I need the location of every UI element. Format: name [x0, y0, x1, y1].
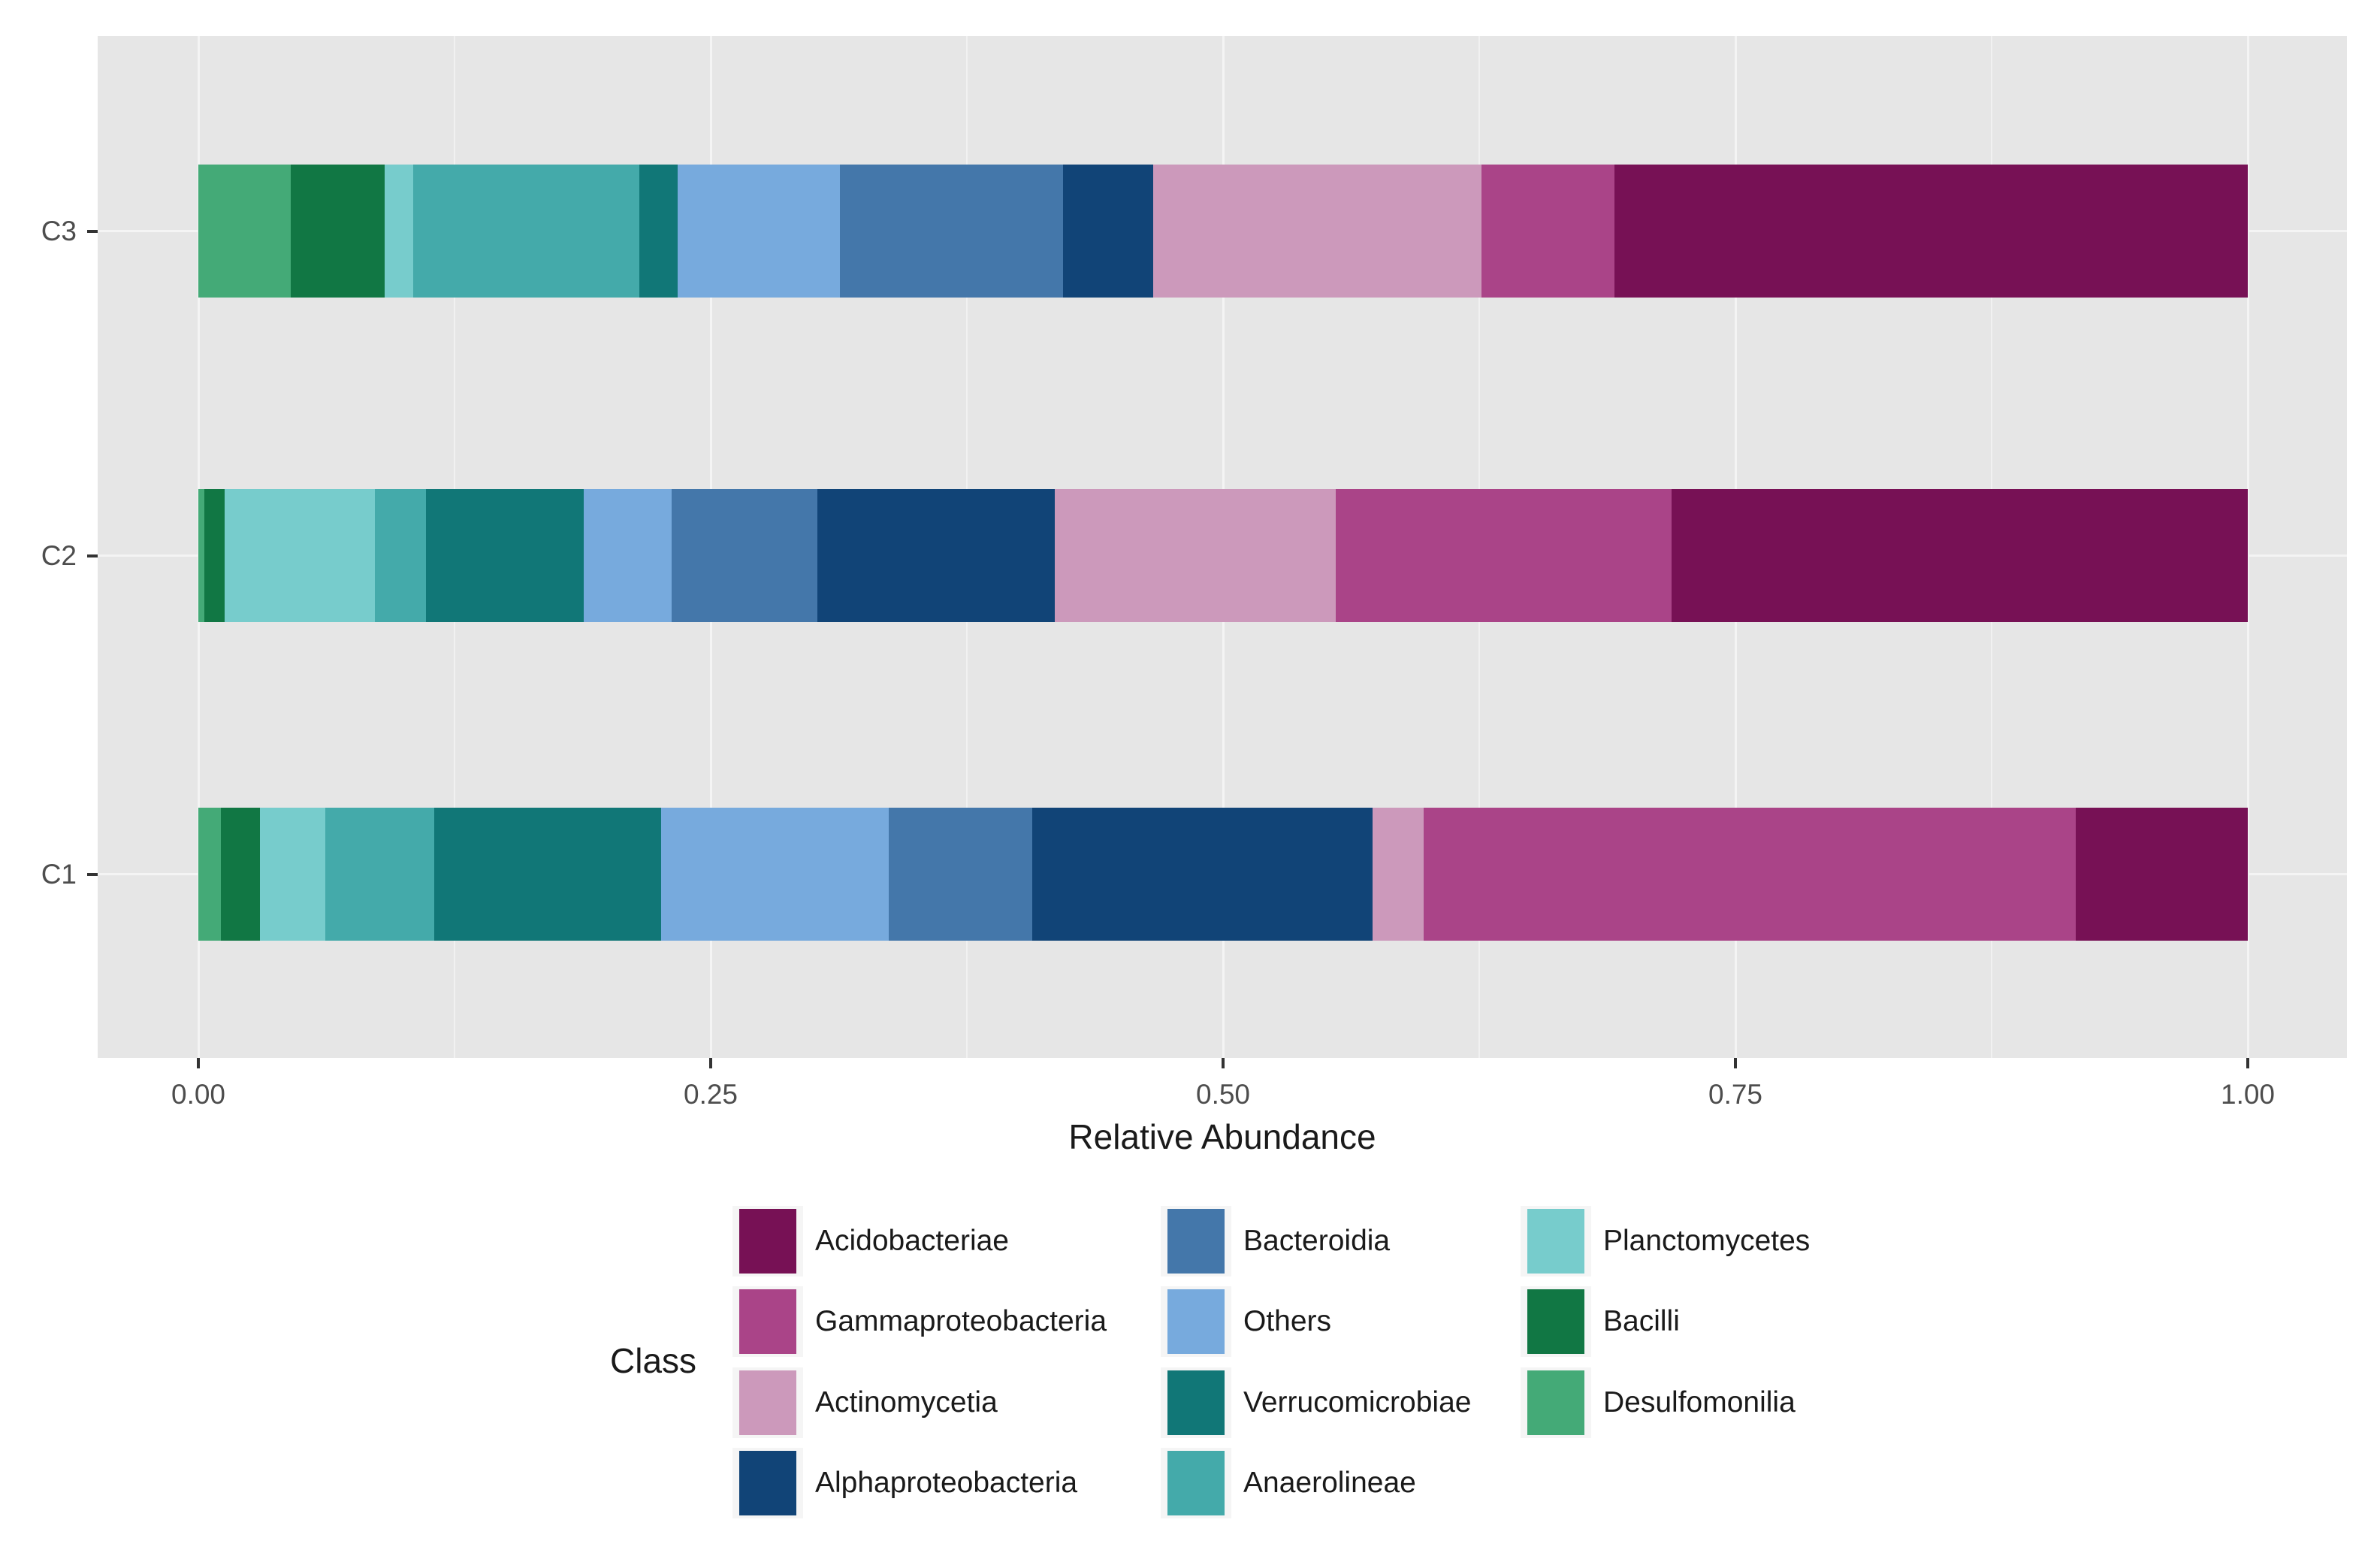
legend-swatch-alphaproteobacteria	[739, 1451, 796, 1515]
x-axis-title: Relative Abundance	[1068, 1117, 1376, 1156]
legend-label: Alphaproteobacteria	[815, 1467, 1078, 1499]
bar-segment-desulfomonilia	[198, 808, 221, 941]
bar-segment-anaerolineae	[325, 808, 434, 941]
legend-swatch-actinomycetia	[739, 1370, 796, 1435]
legend-swatch-verrucomicrobiae	[1167, 1370, 1225, 1435]
y-tick-label: C2	[41, 539, 77, 571]
y-tick-mark	[87, 229, 98, 233]
gridline-major	[2246, 36, 2249, 1058]
legend-key	[732, 1448, 803, 1518]
bar-segment-actinomycetia	[1373, 808, 1424, 941]
bar-segment-bacteroidia	[672, 489, 817, 622]
bar-segment-others	[583, 489, 672, 622]
x-tick-label: 0.00	[171, 1079, 226, 1110]
x-tick-label: 0.25	[683, 1079, 738, 1110]
legend-key	[732, 1367, 803, 1438]
bar-segment-anaerolineae	[413, 165, 639, 298]
x-tick-label: 1.00	[2220, 1079, 2276, 1110]
x-tick-label: 0.50	[1195, 1079, 1251, 1110]
bar-segment-planctomycetes	[225, 489, 375, 622]
bar-segment-alphaproteobacteria	[817, 489, 1056, 622]
legend-label: Planctomycetes	[1603, 1225, 1811, 1257]
legend-label: Others	[1243, 1305, 1332, 1337]
bar-segment-bacilli	[290, 165, 385, 298]
bar-segment-bacilli	[221, 808, 260, 941]
bar-row-c1	[198, 808, 2248, 941]
legend-swatch-anaerolineae	[1167, 1451, 1225, 1515]
bar-segment-acidobacteriae	[2075, 808, 2248, 941]
legend-title: Class	[610, 1341, 697, 1380]
x-tick-label: 0.75	[1708, 1079, 1763, 1110]
legend-key	[1161, 1206, 1231, 1277]
legend-key	[1521, 1206, 1591, 1277]
legend-key	[1161, 1448, 1231, 1518]
bar-segment-others	[678, 165, 840, 298]
legend-key	[1521, 1367, 1591, 1438]
legend-swatch-gammaproteobacteria	[739, 1289, 796, 1354]
bar-segment-alphaproteobacteria	[1063, 165, 1154, 298]
legend-label: Bacteroidia	[1243, 1225, 1391, 1257]
legend-label: Desulfomonilia	[1603, 1386, 1796, 1419]
bar-segment-bacilli	[204, 489, 225, 622]
bar-segment-desulfomonilia	[198, 165, 291, 298]
legend-swatch-planctomycetes	[1527, 1209, 1584, 1274]
bar-segment-planctomycetes	[385, 165, 414, 298]
x-tick-mark	[1734, 1058, 1737, 1068]
legend-key	[1161, 1367, 1231, 1438]
bar-segment-actinomycetia	[1153, 165, 1481, 298]
y-tick-label: C1	[41, 858, 77, 890]
bar-segment-alphaproteobacteria	[1032, 808, 1373, 941]
legend-swatch-acidobacteriae	[739, 1209, 796, 1274]
y-tick-label: C3	[41, 215, 77, 246]
bar-row-c3	[198, 165, 2248, 298]
legend-key	[1161, 1286, 1231, 1357]
bar-segment-gammaproteobacteria	[1335, 489, 1672, 622]
plot-panel	[98, 36, 2347, 1058]
bar-segment-anaerolineae	[374, 489, 426, 622]
legend-label: Bacilli	[1603, 1305, 1680, 1337]
x-tick-mark	[1222, 1058, 1225, 1068]
bar-segment-acidobacteriae	[1614, 165, 2248, 298]
bar-segment-acidobacteriae	[1672, 489, 2248, 622]
legend-swatch-desulfomonilia	[1527, 1370, 1584, 1435]
x-tick-mark	[2246, 1058, 2249, 1068]
bar-segment-desulfomonilia	[198, 489, 205, 622]
legend-label: Actinomycetia	[815, 1386, 998, 1419]
legend-key	[1521, 1286, 1591, 1357]
bar-segment-verrucomicrobiae	[425, 489, 584, 622]
y-tick-mark	[87, 554, 98, 557]
legend-label: Gammaproteobacteria	[815, 1305, 1107, 1337]
legend-swatch-bacteroidia	[1167, 1209, 1225, 1274]
bar-row-c2	[198, 489, 2248, 622]
legend-label: Acidobacteriae	[815, 1225, 1009, 1257]
bar-segment-bacteroidia	[889, 808, 1033, 941]
bar-segment-planctomycetes	[259, 808, 326, 941]
legend-key	[732, 1206, 803, 1277]
legend-swatch-others	[1167, 1289, 1225, 1354]
bar-segment-gammaproteobacteria	[1481, 165, 1614, 298]
legend-key	[732, 1286, 803, 1357]
x-tick-mark	[197, 1058, 200, 1068]
legend-label: Verrucomicrobiae	[1243, 1386, 1472, 1419]
bar-segment-others	[661, 808, 889, 941]
bar-segment-verrucomicrobiae	[639, 165, 678, 298]
legend-swatch-bacilli	[1527, 1289, 1584, 1354]
bar-segment-bacteroidia	[839, 165, 1064, 298]
x-tick-mark	[709, 1058, 712, 1068]
legend-label: Anaerolineae	[1243, 1467, 1416, 1499]
y-tick-mark	[87, 872, 98, 876]
bar-segment-verrucomicrobiae	[433, 808, 662, 941]
bar-segment-gammaproteobacteria	[1424, 808, 2076, 941]
bar-segment-actinomycetia	[1055, 489, 1336, 622]
